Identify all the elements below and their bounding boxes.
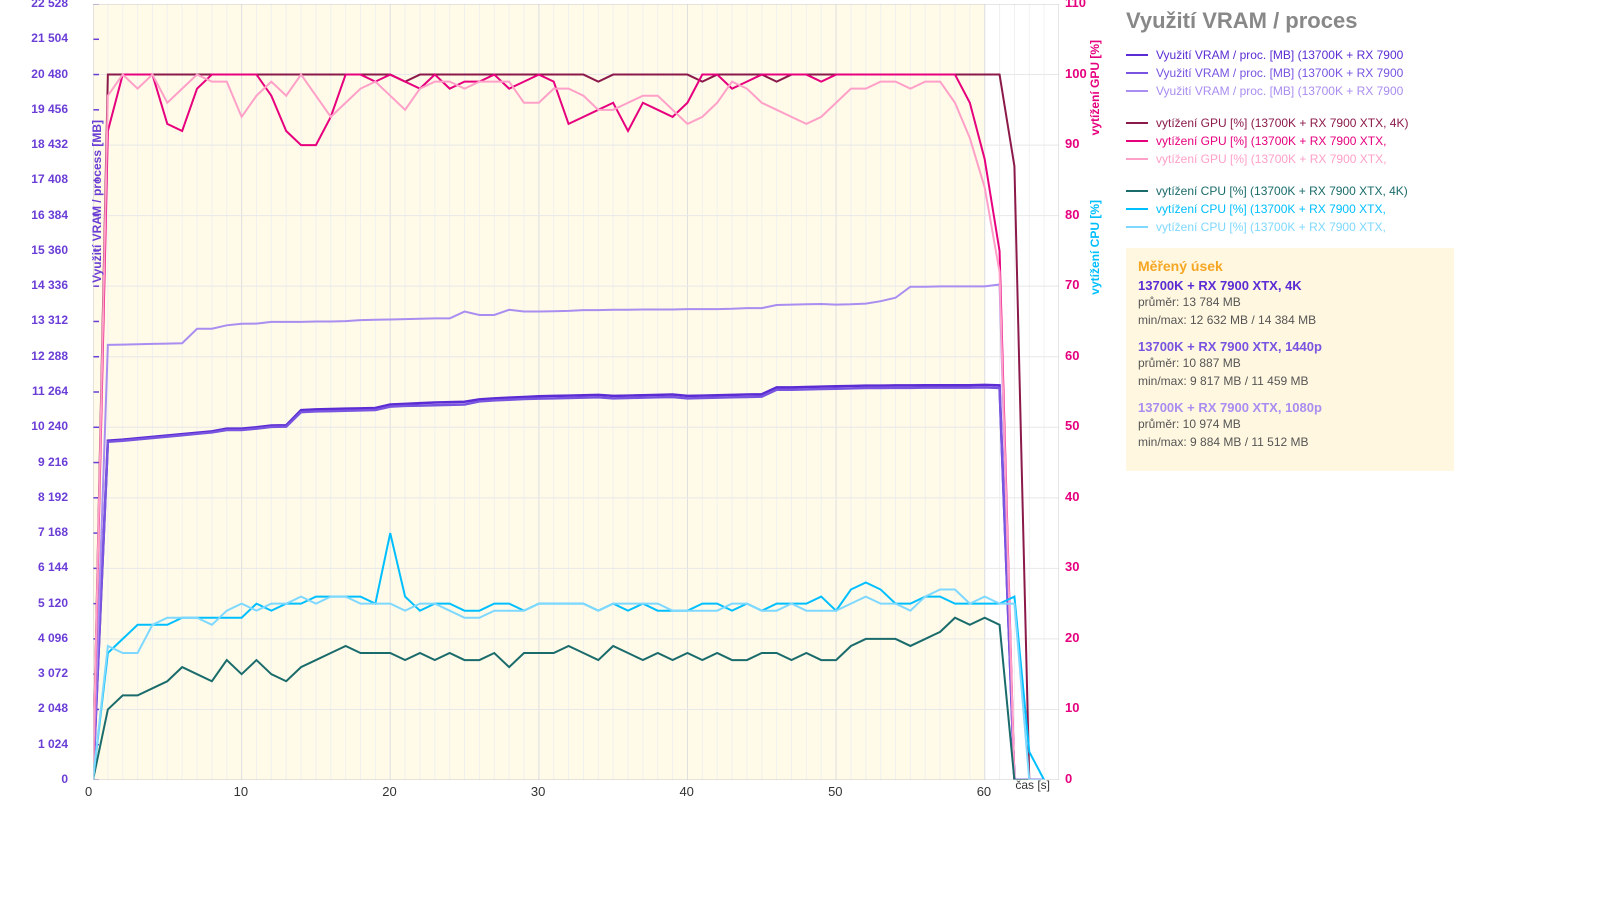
chart-area: 0 1 024 2 048 3 072 4 096 5 120 6 144 7 168 8 19… <box>10 0 1110 830</box>
stats-minmax: min/max: 9 817 MB / 11 459 MB <box>1138 372 1442 390</box>
y-left-axis-title: Využití VRAM / process [MB] <box>90 120 104 283</box>
y-left-tick-label: 7 168 <box>18 525 68 539</box>
legend-swatch <box>1126 158 1148 160</box>
legend-label: vytížení CPU [%] (13700K + RX 7900 XTX, <box>1156 220 1386 234</box>
legend-row: Využití VRAM / proc. [MB] (13700K + RX 7… <box>1126 84 1454 98</box>
legend-label: vytížení GPU [%] (13700K + RX 7900 XTX, <box>1156 152 1386 166</box>
legend-swatch <box>1126 208 1148 210</box>
stats-block: 13700K + RX 7900 XTX, 4Kprůměr: 13 784 M… <box>1138 278 1442 329</box>
y-left-tick-label: 21 504 <box>18 31 68 45</box>
y-right-tick-label: 110 <box>1065 0 1086 10</box>
y-left-tick-label: 22 528 <box>18 0 68 10</box>
y-left-tick-label: 3 072 <box>18 666 68 680</box>
legend-spacer <box>1126 102 1454 112</box>
y-left-tick-label: 8 192 <box>18 490 68 504</box>
stats-config: 13700K + RX 7900 XTX, 4K <box>1138 278 1442 293</box>
legend-panel: Využití VRAM / proces Využití VRAM / pro… <box>1110 0 1470 830</box>
stats-avg: průměr: 13 784 MB <box>1138 293 1442 311</box>
x-tick-label: 0 <box>85 784 92 834</box>
y-left-tick-label: 9 216 <box>18 455 68 469</box>
legend-label: Využití VRAM / proc. [MB] (13700K + RX 7… <box>1156 48 1403 62</box>
y-left-tick-label: 4 096 <box>18 631 68 645</box>
stats-block: 13700K + RX 7900 XTX, 1440pprůměr: 10 88… <box>1138 339 1442 390</box>
legend-swatch <box>1126 72 1148 74</box>
y-left-tick-label: 19 456 <box>18 102 68 116</box>
legend-title: Využití VRAM / proces <box>1126 8 1454 34</box>
y-left-tick-label: 5 120 <box>18 596 68 610</box>
x-tick-label: 40 <box>679 784 693 834</box>
y-right-tick-label: 0 <box>1065 771 1072 786</box>
y-right-axis-title-gpu: vytížení GPU [%] <box>1088 40 1102 135</box>
y-right-axis-title-cpu: vytížení CPU [%] <box>1088 200 1102 295</box>
stats-config: 13700K + RX 7900 XTX, 1080p <box>1138 400 1442 415</box>
stats-title: Měřený úsek <box>1138 258 1442 274</box>
plot-svg <box>93 4 1059 780</box>
legend-row: Využití VRAM / proc. [MB] (13700K + RX 7… <box>1126 48 1454 62</box>
legend-swatch <box>1126 122 1148 124</box>
y-left-tick-label: 18 432 <box>18 137 68 151</box>
x-axis-title: čas [s] <box>1015 778 1050 792</box>
y-left-tick-label: 17 408 <box>18 172 68 186</box>
legend-row: vytížení CPU [%] (13700K + RX 7900 XTX, … <box>1126 184 1454 198</box>
y-right-tick-label: 80 <box>1065 207 1079 222</box>
y-right-tick-label: 30 <box>1065 559 1079 574</box>
legend-label: vytížení GPU [%] (13700K + RX 7900 XTX, <box>1156 134 1386 148</box>
legend-row: Využití VRAM / proc. [MB] (13700K + RX 7… <box>1126 66 1454 80</box>
y-right-tick-label: 90 <box>1065 136 1079 151</box>
y-left-tick-label: 14 336 <box>18 278 68 292</box>
x-tick-label: 10 <box>234 784 248 834</box>
stats-avg: průměr: 10 974 MB <box>1138 415 1442 433</box>
legend-label: Využití VRAM / proc. [MB] (13700K + RX 7… <box>1156 84 1403 98</box>
x-tick-label: 30 <box>531 784 545 834</box>
y-right-tick-label: 100 <box>1065 66 1087 81</box>
legend-row: vytížení CPU [%] (13700K + RX 7900 XTX, <box>1126 202 1454 216</box>
y-left-tick-label: 1 024 <box>18 737 68 751</box>
legend-row: vytížení CPU [%] (13700K + RX 7900 XTX, <box>1126 220 1454 234</box>
stats-avg: průměr: 10 887 MB <box>1138 354 1442 372</box>
legend-swatch <box>1126 90 1148 92</box>
y-right-tick-label: 20 <box>1065 630 1079 645</box>
legend-row: vytížení GPU [%] (13700K + RX 7900 XTX, <box>1126 134 1454 148</box>
stats-minmax: min/max: 12 632 MB / 14 384 MB <box>1138 311 1442 329</box>
y-left-tick-label: 20 480 <box>18 67 68 81</box>
legend-swatch <box>1126 140 1148 142</box>
legend-label: vytížení CPU [%] (13700K + RX 7900 XTX, <box>1156 202 1386 216</box>
legend-swatch <box>1126 54 1148 56</box>
legend-row: vytížení GPU [%] (13700K + RX 7900 XTX, … <box>1126 116 1454 130</box>
y-left-tick-label: 2 048 <box>18 701 68 715</box>
y-right-tick-label: 50 <box>1065 418 1079 433</box>
stats-config: 13700K + RX 7900 XTX, 1440p <box>1138 339 1442 354</box>
x-tick-label: 50 <box>828 784 842 834</box>
y-right-tick-label: 70 <box>1065 277 1079 292</box>
y-right-tick-label: 60 <box>1065 348 1079 363</box>
legend-swatch <box>1126 226 1148 228</box>
legend-label: vytížení GPU [%] (13700K + RX 7900 XTX, … <box>1156 116 1408 130</box>
y-left-tick-label: 10 240 <box>18 419 68 433</box>
y-right-tick-label: 40 <box>1065 489 1079 504</box>
y-right-tick-label: 10 <box>1065 700 1079 715</box>
stats-minmax: min/max: 9 884 MB / 11 512 MB <box>1138 433 1442 451</box>
y-left-tick-label: 12 288 <box>18 349 68 363</box>
legend-label: vytížení CPU [%] (13700K + RX 7900 XTX, … <box>1156 184 1408 198</box>
stats-block: 13700K + RX 7900 XTX, 1080pprůměr: 10 97… <box>1138 400 1442 451</box>
legend-swatch <box>1126 190 1148 192</box>
y-left-tick-label: 13 312 <box>18 313 68 327</box>
x-tick-label: 20 <box>382 784 396 834</box>
legend-row: vytížení GPU [%] (13700K + RX 7900 XTX, <box>1126 152 1454 166</box>
y-left-tick-label: 16 384 <box>18 208 68 222</box>
legend-label: Využití VRAM / proc. [MB] (13700K + RX 7… <box>1156 66 1403 80</box>
y-left-tick-label: 0 <box>18 772 68 786</box>
y-left-tick-label: 15 360 <box>18 243 68 257</box>
y-left-tick-label: 11 264 <box>18 384 68 398</box>
y-left-tick-label: 6 144 <box>18 560 68 574</box>
x-tick-label: 60 <box>977 784 991 834</box>
legend-spacer <box>1126 170 1454 180</box>
stats-box: Měřený úsek 13700K + RX 7900 XTX, 4Kprům… <box>1126 248 1454 471</box>
